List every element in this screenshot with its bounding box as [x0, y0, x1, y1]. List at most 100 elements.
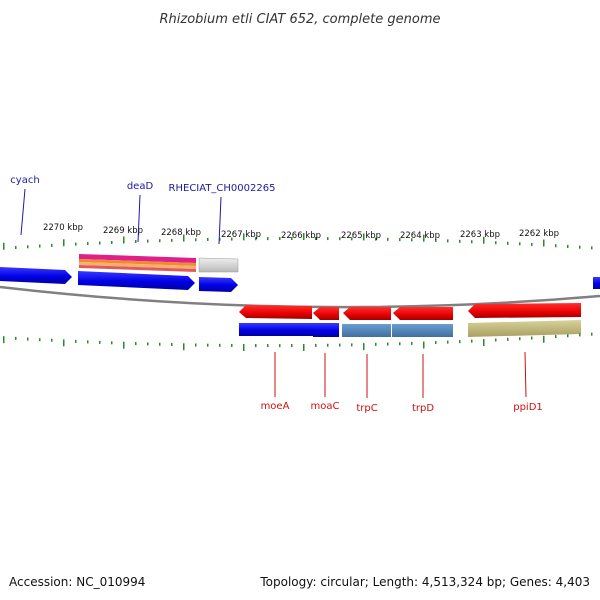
tick-mark [171, 343, 173, 346]
tick-mark [147, 240, 149, 243]
tick-mark [63, 239, 65, 246]
tick-mark [111, 341, 113, 344]
tick-mark [459, 340, 461, 343]
scale-labels: 2270 kbp 2269 kbp 2268 kbp 2267 kbp 2266… [43, 223, 559, 241]
scale-label-2265: 2265 kbp [341, 231, 381, 241]
tick-mark [447, 341, 449, 344]
tick-mark [231, 344, 233, 347]
tick-mark [411, 342, 413, 345]
tick-mark [459, 240, 461, 243]
tick-mark [51, 244, 53, 247]
tick-mark [219, 344, 221, 347]
tick-mark [471, 340, 473, 343]
scale-label-2266: 2266 kbp [281, 231, 321, 241]
gene-label-trpD: trpD [412, 403, 434, 414]
tick-mark [591, 333, 593, 336]
tick-mark [183, 343, 185, 350]
gene-label-RHECIAT_CH0002265: RHECIAT_CH0002265 [169, 183, 276, 194]
tick-mark [399, 342, 401, 345]
tick-mark [555, 335, 557, 338]
tick-mark [567, 245, 569, 248]
tick-mark [255, 344, 257, 347]
tick-mark [543, 336, 545, 343]
tick-mark [123, 342, 125, 349]
tick-mark [567, 334, 569, 337]
tick-mark [483, 339, 485, 346]
tick-mark [591, 246, 593, 249]
tick-mark [195, 343, 197, 346]
gene-ppiD1-band [468, 320, 581, 337]
gene-trpC-band [342, 324, 391, 337]
gene-label-trpC: trpC [356, 403, 377, 414]
bottom-gene-labels: moeA moaC trpC trpD ppiD1 [261, 352, 543, 414]
gene-arrow-trpD [393, 307, 453, 320]
tick-mark [51, 339, 53, 342]
scale-label-2269: 2269 kbp [103, 226, 143, 236]
gene-label-deaD: deaD [127, 181, 154, 192]
scale-label-2262: 2262 kbp [519, 229, 559, 239]
tick-mark [519, 242, 521, 245]
forward-strand-genes [0, 254, 600, 292]
map-title: Rhizobium etli CIAT 652, complete genome [160, 12, 441, 27]
tick-mark [471, 240, 473, 243]
accession-text: Accession: NC_010994 [9, 575, 145, 589]
scale-label-2263: 2263 kbp [460, 230, 500, 240]
tick-mark [327, 344, 329, 347]
tick-mark [3, 243, 5, 250]
tick-mark [495, 241, 497, 244]
tick-mark [495, 338, 497, 341]
scale-label-2268: 2268 kbp [161, 228, 201, 238]
tick-mark [27, 338, 29, 341]
tick-mark [111, 241, 113, 244]
gene-arrow-ppiD1 [468, 303, 581, 318]
gene-arrow-right-edge [593, 277, 600, 289]
genome-map: Rhizobium etli CIAT 652, complete genome… [0, 0, 600, 600]
tick-mark [543, 240, 545, 247]
genome-summary-text: Topology: circular; Length: 4,513,324 bp… [259, 575, 590, 589]
gene-label-moaC: moaC [311, 401, 340, 412]
tick-mark [159, 343, 161, 346]
tick-mark [363, 343, 365, 350]
gene-label-ppiD1: ppiD1 [513, 402, 543, 413]
gene-RHECIAT_CH0002265-band [199, 258, 238, 272]
tick-mark [3, 336, 5, 343]
gene-label-moeA: moeA [261, 401, 290, 412]
tick-mark [507, 242, 509, 245]
tick-mark [579, 246, 581, 249]
tick-mark [135, 240, 137, 243]
tick-mark [15, 337, 17, 340]
tick-mark [39, 338, 41, 341]
tick-mark [39, 245, 41, 248]
tick-mark [375, 343, 377, 346]
gene-arrow-trpC [343, 307, 391, 320]
tick-mark [435, 341, 437, 344]
tick-mark [87, 242, 89, 245]
gene-moeA-band [239, 323, 313, 336]
gene-arrow-moaC [313, 307, 339, 320]
tick-mark [99, 241, 101, 244]
scale-label-2267: 2267 kbp [221, 230, 261, 240]
tick-mark [267, 344, 269, 347]
tick-mark [327, 237, 329, 240]
tick-mark [243, 344, 245, 351]
tick-mark [387, 238, 389, 241]
tick-mark [15, 246, 17, 249]
scale-label-2270: 2270 kbp [43, 223, 83, 233]
tick-mark [579, 333, 581, 336]
tick-mark [315, 344, 317, 347]
tick-mark [75, 243, 77, 246]
tick-mark [279, 344, 281, 347]
scale-label-2264: 2264 kbp [400, 231, 440, 241]
tick-mark [351, 343, 353, 346]
tick-mark [387, 343, 389, 346]
tick-mark [423, 341, 425, 348]
tick-mark [27, 245, 29, 248]
tick-mark [507, 338, 509, 341]
tick-mark [531, 243, 533, 246]
tick-mark [147, 342, 149, 345]
tick-mark [171, 239, 173, 242]
gene-label-cyach: cyach [10, 175, 39, 186]
leader-line-cyach [21, 189, 25, 235]
gene-arrow-moeA [239, 305, 312, 319]
tick-mark [303, 344, 305, 351]
